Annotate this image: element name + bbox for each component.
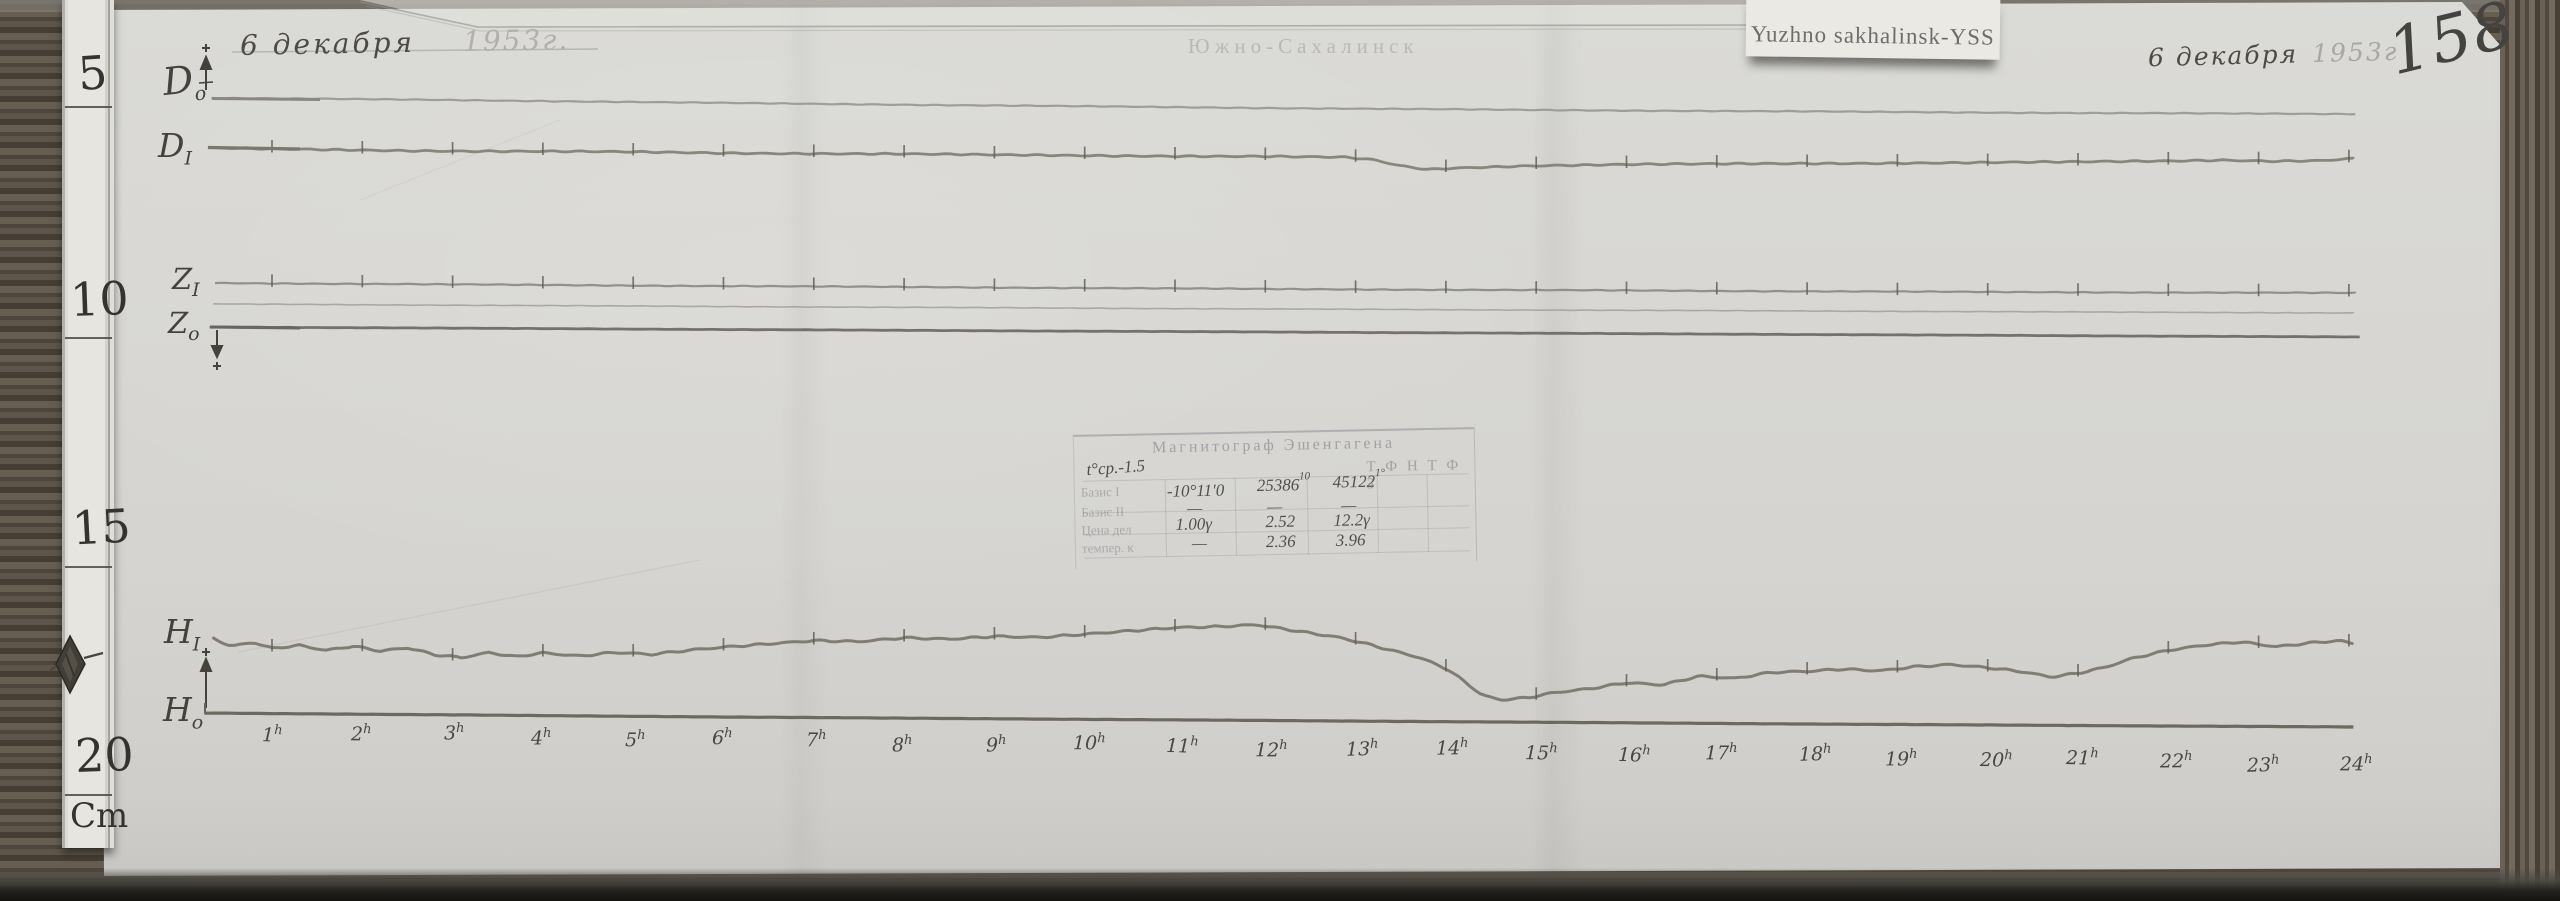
hour-label: 19h [1885, 747, 1919, 771]
hour-label: 13h [1345, 736, 1379, 761]
stamp-temp-note: t°ср.-1.5 [1085, 455, 1146, 480]
overlapping-sheet [360, 0, 1748, 27]
stamp-title: Магнитограф Эшенгагена [1151, 434, 1396, 457]
stamp-value: 2.52 [1265, 511, 1296, 532]
trace-z-trace [215, 281, 2357, 295]
stamp-row-label: темпер. к [1081, 539, 1134, 556]
trace-h-baseline [204, 711, 2354, 729]
scan-bottom-edge [0, 868, 2560, 901]
stamp-value: 3.96 [1335, 530, 1366, 550]
year-stamp-left: 1953г. [462, 23, 570, 58]
trace-z-baseline [209, 325, 2360, 339]
hour-label: 17h [1705, 741, 1738, 765]
hour-label: 23h [2247, 752, 2280, 777]
trace-z-mid-baseline [213, 303, 2355, 314]
hour-label: 22h [2159, 748, 2193, 773]
trace-d-trace [207, 146, 2355, 171]
trace-label-h-baseline: Ho [163, 690, 204, 734]
ruler-unit: Cm [70, 796, 129, 836]
hour-label: 1h [262, 723, 284, 747]
trace-label-d-baseline: Do [160, 57, 208, 106]
hour-label: 7h [805, 727, 827, 751]
city-stamp: Южно-Сахалинск [1188, 34, 1419, 58]
stamp-row-label: Базис I [1080, 483, 1120, 500]
stamp-value: 2.36 [1265, 531, 1296, 552]
ruler-strip: 5 10 15 20 Cm [62, 0, 134, 848]
hour-label: 16h [1617, 743, 1651, 767]
hour-label: 4h [531, 726, 552, 750]
date-underline [231, 48, 599, 53]
h-scale-arrow [199, 648, 213, 708]
d-scale-arrow [198, 44, 214, 90]
hour-label: 8h [891, 732, 913, 757]
station-label: Yuzhno sakhalinsk-YSS [1745, 0, 2001, 60]
hour-label: 9h [985, 732, 1007, 757]
hour-label: 5h [624, 728, 646, 752]
ruler-mark: 10 [69, 270, 130, 328]
observatory-stamp-table: Магнитограф Эшенгагена Т Ф Н Т Ф З t°ср.… [1072, 427, 1478, 569]
trace-label-z-trace: ZI [172, 262, 200, 301]
date-day-right: 6 декабря [2147, 39, 2299, 73]
ruler-mark: 20 [74, 726, 135, 784]
hour-label: 14h [1436, 735, 1469, 760]
trace-label-d-trace: DI [158, 126, 192, 170]
ruler-line [65, 337, 112, 339]
stamp-value: 12.2γ [1333, 510, 1371, 530]
trace-label-z-baseline: Zo [168, 306, 200, 345]
wood-right-edge [2500, 0, 2560, 901]
ruler-mark: 15 [70, 498, 132, 556]
trace-h-trace [211, 623, 2354, 702]
hour-label: 21h [2065, 745, 2099, 770]
overlapping-sheet-edge [359, 1, 1749, 28]
hour-label: 10h [1073, 730, 1107, 755]
hour-label: 24h [2339, 752, 2373, 776]
hour-label: 2h [351, 721, 372, 746]
trace-d-baseline [211, 96, 2356, 116]
z-scale-arrow [210, 330, 224, 370]
station-label-text: Yuzhno sakhalinsk-YSS [1750, 21, 1996, 50]
hour-label: 6h [711, 726, 733, 750]
date-day-left: 6 декабря [239, 25, 416, 62]
hour-label: 12h [1254, 738, 1288, 762]
hour-label: 20h [1979, 748, 2013, 772]
date-annotation-left: 6 декабря 1953г. [240, 23, 570, 62]
hour-label: 11h [1165, 734, 1199, 758]
stamp-value: — [1191, 533, 1208, 553]
stamp-row-label: Цена дел [1081, 521, 1132, 538]
hour-label: 18h [1798, 741, 1832, 766]
ruler-line [65, 106, 112, 108]
ruler-line [65, 566, 112, 568]
hour-label: 15h [1525, 740, 1559, 765]
ruler-mark: 5 [76, 45, 110, 101]
ruler-line [65, 794, 112, 796]
trace-label-h-trace: HI [164, 612, 201, 656]
hour-label: 3h [443, 721, 465, 745]
